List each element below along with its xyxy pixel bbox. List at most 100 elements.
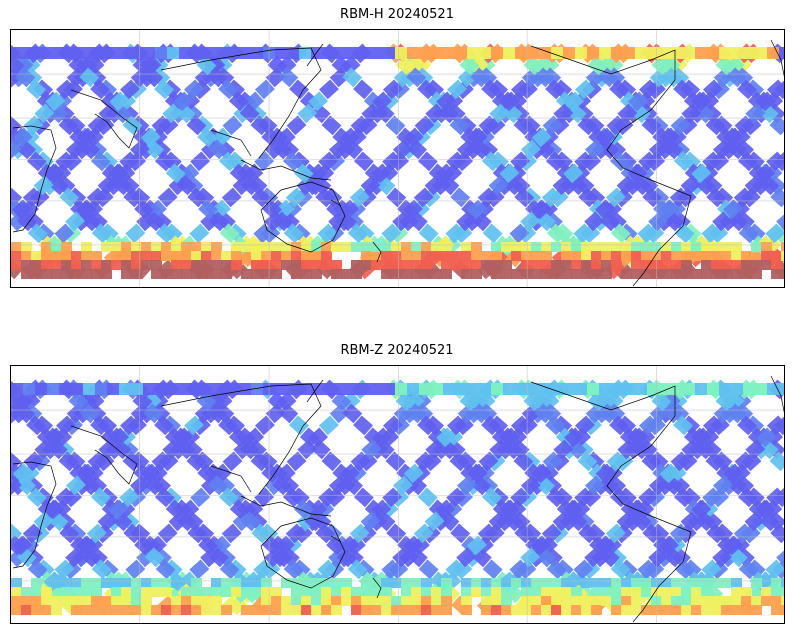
swath-segment bbox=[534, 403, 555, 424]
swath-segment bbox=[711, 242, 722, 252]
swath-segment bbox=[171, 596, 182, 606]
swath-segment bbox=[326, 535, 346, 556]
swath-segment bbox=[161, 587, 172, 597]
swath-segment bbox=[744, 511, 765, 532]
swath-segment bbox=[351, 587, 362, 597]
swath-segment bbox=[261, 251, 272, 261]
swath-segment bbox=[621, 269, 632, 279]
swath-segment bbox=[21, 596, 32, 606]
swath-segment bbox=[713, 475, 733, 496]
swath-segment bbox=[35, 383, 47, 395]
swath-segment bbox=[421, 578, 432, 588]
swath-segment bbox=[101, 605, 112, 615]
coastline-path bbox=[330, 199, 342, 207]
swath-segment bbox=[222, 451, 243, 472]
swath-segment bbox=[471, 251, 482, 261]
swath-segment bbox=[779, 383, 784, 395]
swath-segment bbox=[561, 260, 572, 270]
swath-segment bbox=[382, 487, 403, 508]
swath-segment bbox=[631, 242, 642, 252]
swath-segment bbox=[317, 223, 338, 244]
swath-segment bbox=[581, 605, 592, 615]
swath-segment bbox=[721, 596, 732, 606]
swath-segment bbox=[251, 242, 262, 252]
swath-segment bbox=[756, 91, 777, 112]
swath-segment bbox=[59, 47, 71, 59]
swath-segment bbox=[286, 115, 307, 136]
swath-segment bbox=[121, 587, 132, 597]
swath-segment bbox=[58, 451, 79, 472]
swath-segment bbox=[421, 587, 432, 597]
swath-segment bbox=[551, 578, 562, 588]
swath-segment bbox=[121, 578, 132, 588]
swath-segment bbox=[161, 605, 172, 615]
swath-segment bbox=[715, 391, 736, 412]
swath-segment bbox=[203, 47, 215, 59]
swath-segment bbox=[639, 415, 659, 436]
swath-segment bbox=[471, 242, 482, 252]
swath-segment bbox=[531, 269, 542, 279]
swath-segment bbox=[647, 47, 659, 59]
swath-segment bbox=[631, 269, 642, 279]
swath-segment bbox=[360, 511, 381, 532]
swath-segment bbox=[287, 47, 299, 59]
swath-segment bbox=[691, 499, 712, 520]
swath-segment bbox=[120, 79, 140, 100]
swath-segment bbox=[197, 127, 218, 148]
swath-segment bbox=[311, 383, 323, 395]
swath-segment bbox=[329, 139, 349, 160]
swath-segment bbox=[545, 415, 565, 436]
swath-segment bbox=[737, 151, 758, 172]
swath-segment bbox=[231, 578, 242, 588]
swath-segment bbox=[66, 475, 86, 496]
swath-segment bbox=[561, 587, 572, 597]
swath-segment bbox=[51, 596, 62, 606]
swath-segment bbox=[521, 260, 532, 270]
swath-segment bbox=[321, 596, 332, 606]
swath-segment bbox=[691, 587, 702, 597]
swath-segment bbox=[721, 269, 732, 279]
swath-segment bbox=[551, 596, 562, 606]
swath-segment bbox=[321, 578, 332, 588]
coastlines bbox=[12, 375, 784, 623]
swath-segment bbox=[631, 260, 642, 270]
swath-segment bbox=[578, 187, 599, 208]
swath-segment bbox=[341, 596, 352, 606]
swath-segment bbox=[350, 115, 371, 136]
coastline-path bbox=[372, 577, 382, 599]
swath-segment bbox=[756, 427, 777, 448]
swath-segment bbox=[208, 475, 228, 496]
swath-segment bbox=[671, 587, 682, 597]
swath-segment bbox=[406, 67, 427, 88]
swath-segment bbox=[272, 547, 293, 568]
swath-segment bbox=[403, 535, 423, 556]
swath-segment bbox=[31, 578, 42, 588]
swath-segment bbox=[184, 415, 204, 436]
coastline-path bbox=[770, 375, 784, 413]
swath-segment bbox=[611, 605, 622, 615]
swath-segment bbox=[417, 151, 438, 172]
swath-segment bbox=[411, 242, 422, 252]
swath-segment bbox=[702, 151, 723, 172]
swath-segment bbox=[571, 605, 582, 615]
swath-segment bbox=[531, 578, 542, 588]
swath-segment bbox=[71, 269, 82, 279]
swath-segment bbox=[515, 47, 527, 59]
swath-segment bbox=[165, 163, 186, 184]
swath-segment bbox=[51, 242, 62, 252]
swath-segment bbox=[141, 587, 152, 597]
swath-segment bbox=[435, 499, 456, 520]
swath-segment bbox=[361, 242, 372, 252]
swath-segment bbox=[571, 260, 582, 270]
swath-segment bbox=[539, 47, 551, 59]
swath-segment bbox=[587, 47, 599, 59]
swath-segment bbox=[673, 79, 693, 100]
swath-segment bbox=[721, 605, 732, 615]
swath-segment bbox=[123, 523, 144, 544]
swath-segment bbox=[301, 251, 312, 261]
swath-segment bbox=[155, 47, 167, 59]
swath-segment bbox=[571, 587, 582, 597]
swath-segment bbox=[575, 79, 595, 100]
swath-segment bbox=[191, 251, 202, 261]
swath-segment bbox=[501, 260, 512, 270]
